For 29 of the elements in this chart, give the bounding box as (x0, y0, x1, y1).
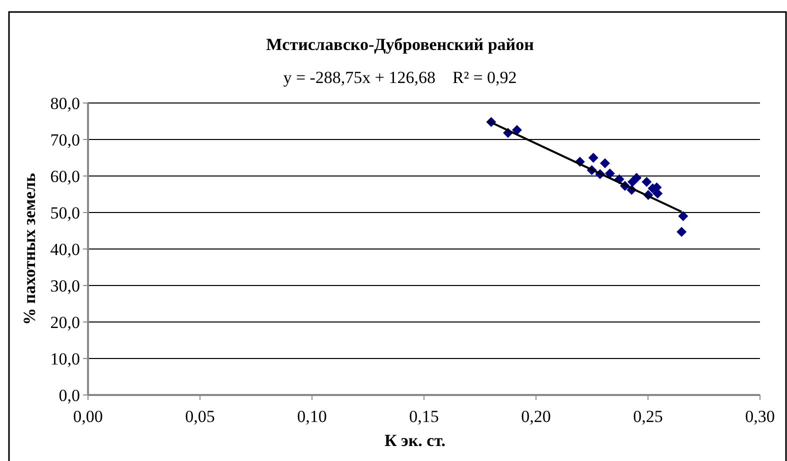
point (600, 158, 610, 168)
y-tick-label: 40,0 (50, 240, 80, 259)
point (652, 188, 663, 199)
point (588, 152, 598, 163)
y-axis-title: % пахотных земель (20, 173, 39, 325)
point (642, 176, 652, 187)
x-axis-title: К эк. ст. (384, 431, 446, 450)
x-tick-label: 0,20 (521, 407, 551, 426)
y-tick-label: 50,0 (50, 203, 80, 222)
y-tick-label: 20,0 (50, 312, 80, 332)
y-tick-label: 0,0 (58, 386, 80, 405)
x-tick-label: 0,00 (73, 407, 103, 426)
y-tick-label: 60,0 (50, 166, 80, 186)
point (678, 211, 688, 222)
y-tick-label: 30,0 (50, 276, 80, 296)
x-tick-label: 0,15 (409, 407, 439, 426)
x-tick-label: 0,25 (633, 407, 663, 426)
chart-subtitle: y = -288,75x + 126,68 R² = 0,92 (283, 68, 517, 87)
point (512, 125, 522, 136)
y-tick-label: 80,0 (50, 94, 80, 113)
point (676, 226, 687, 237)
chart-title: Мстиславско-Дубровенский район (266, 35, 534, 54)
y-tick-label: 70,0 (50, 130, 80, 150)
point (632, 172, 642, 183)
x-tick-label: 0,30 (745, 407, 775, 426)
x-tick-label: 0,10 (297, 407, 327, 426)
point (604, 168, 615, 178)
y-tick-label: 10,0 (50, 349, 80, 368)
x-tick-label: 0,05 (185, 407, 215, 426)
